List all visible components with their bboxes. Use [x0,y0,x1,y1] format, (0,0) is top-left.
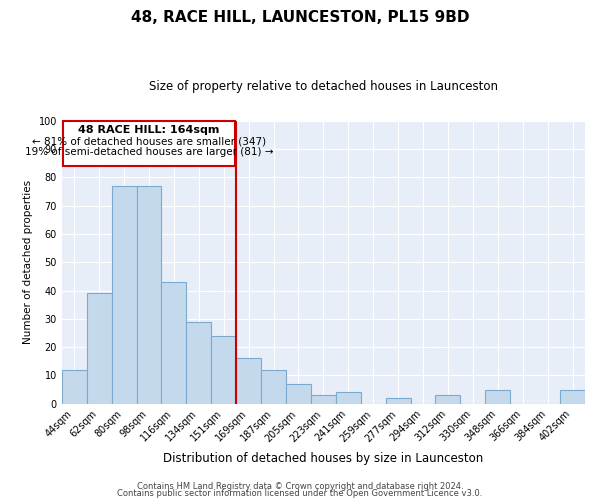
Title: Size of property relative to detached houses in Launceston: Size of property relative to detached ho… [149,80,498,93]
FancyBboxPatch shape [63,120,235,166]
Text: Contains public sector information licensed under the Open Government Licence v3: Contains public sector information licen… [118,490,482,498]
Bar [137,186,161,404]
Text: 48, RACE HILL, LAUNCESTON, PL15 9BD: 48, RACE HILL, LAUNCESTON, PL15 9BD [131,10,469,25]
Text: Contains HM Land Registry data © Crown copyright and database right 2024.: Contains HM Land Registry data © Crown c… [137,482,463,491]
Bar [485,390,510,404]
Bar [112,186,137,404]
Bar [261,370,286,404]
Bar [286,384,311,404]
Bar [161,282,187,404]
Y-axis label: Number of detached properties: Number of detached properties [23,180,33,344]
Bar [211,336,236,404]
Text: 19% of semi-detached houses are larger (81) →: 19% of semi-detached houses are larger (… [25,148,273,158]
X-axis label: Distribution of detached houses by size in Launceston: Distribution of detached houses by size … [163,452,484,465]
Bar [386,398,410,404]
Bar [560,390,585,404]
Bar [436,396,460,404]
Bar [86,294,112,404]
Text: 48 RACE HILL: 164sqm: 48 RACE HILL: 164sqm [78,125,220,135]
Text: ← 81% of detached houses are smaller (347): ← 81% of detached houses are smaller (34… [32,136,266,146]
Bar [336,392,361,404]
Bar [311,396,336,404]
Bar [236,358,261,404]
Bar [62,370,86,404]
Bar [187,322,211,404]
